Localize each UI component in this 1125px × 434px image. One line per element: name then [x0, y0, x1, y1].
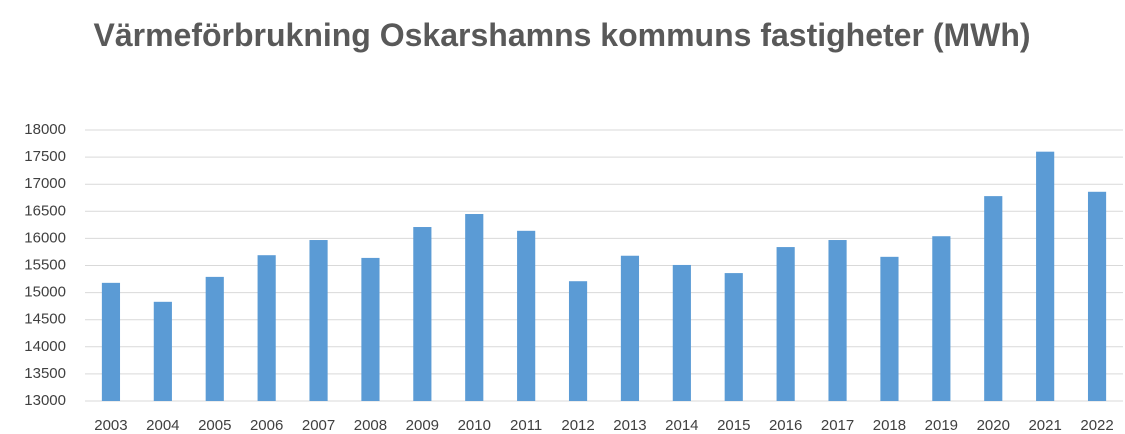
y-tick-label: 18000	[24, 121, 66, 138]
bar	[984, 196, 1003, 401]
bar	[205, 276, 224, 401]
x-tick-label: 2010	[458, 417, 491, 434]
y-tick-label: 17000	[24, 175, 66, 192]
x-tick-label: 2022	[1080, 417, 1113, 434]
y-tick-label: 16500	[24, 202, 66, 219]
bar	[517, 230, 536, 401]
x-tick-label: 2003	[94, 417, 127, 434]
x-tick-label: 2008	[354, 417, 387, 434]
bar	[361, 257, 380, 401]
bar	[257, 255, 276, 401]
x-tick-label: 2017	[821, 417, 854, 434]
x-tick-label: 2020	[977, 417, 1010, 434]
x-tick-label: 2004	[146, 417, 179, 434]
bar	[101, 282, 121, 401]
y-tick-label: 13000	[24, 392, 66, 409]
bar	[880, 256, 899, 401]
x-tick-label: 2009	[406, 417, 439, 434]
bar	[724, 273, 743, 401]
bar	[672, 264, 691, 401]
bar	[828, 240, 847, 401]
bar	[776, 247, 795, 401]
x-tick-label: 2011	[510, 417, 542, 434]
y-tick-label: 13500	[24, 365, 66, 382]
y-tick-label: 15000	[24, 284, 66, 301]
bar	[153, 301, 172, 401]
bar	[465, 214, 484, 401]
x-tick-label: 2018	[873, 417, 906, 434]
x-tick-label: 2016	[769, 417, 802, 434]
x-tick-label: 2014	[665, 417, 698, 434]
y-tick-label: 14000	[24, 338, 66, 355]
x-tick-label: 2021	[1028, 417, 1061, 434]
y-tick-label: 15500	[24, 256, 66, 273]
y-tick-label: 14500	[24, 311, 66, 328]
bar	[413, 227, 432, 401]
bar	[1087, 191, 1107, 401]
x-tick-label: 2005	[198, 417, 231, 434]
x-tick-label: 2013	[613, 417, 646, 434]
x-tick-label: 2012	[561, 417, 594, 434]
x-tick-label: 2019	[925, 417, 958, 434]
bar	[1036, 151, 1055, 401]
bar	[309, 240, 328, 401]
bar	[568, 281, 588, 401]
x-tick-label: 2007	[302, 417, 335, 434]
bar	[620, 255, 640, 401]
y-tick-label: 17500	[24, 148, 66, 165]
x-tick-label: 2015	[717, 417, 750, 434]
y-tick-label: 16000	[24, 229, 66, 246]
chart-title: Värmeförbrukning Oskarshamns kommuns fas…	[93, 17, 1031, 53]
bar	[932, 236, 951, 401]
x-tick-label: 2006	[250, 417, 283, 434]
